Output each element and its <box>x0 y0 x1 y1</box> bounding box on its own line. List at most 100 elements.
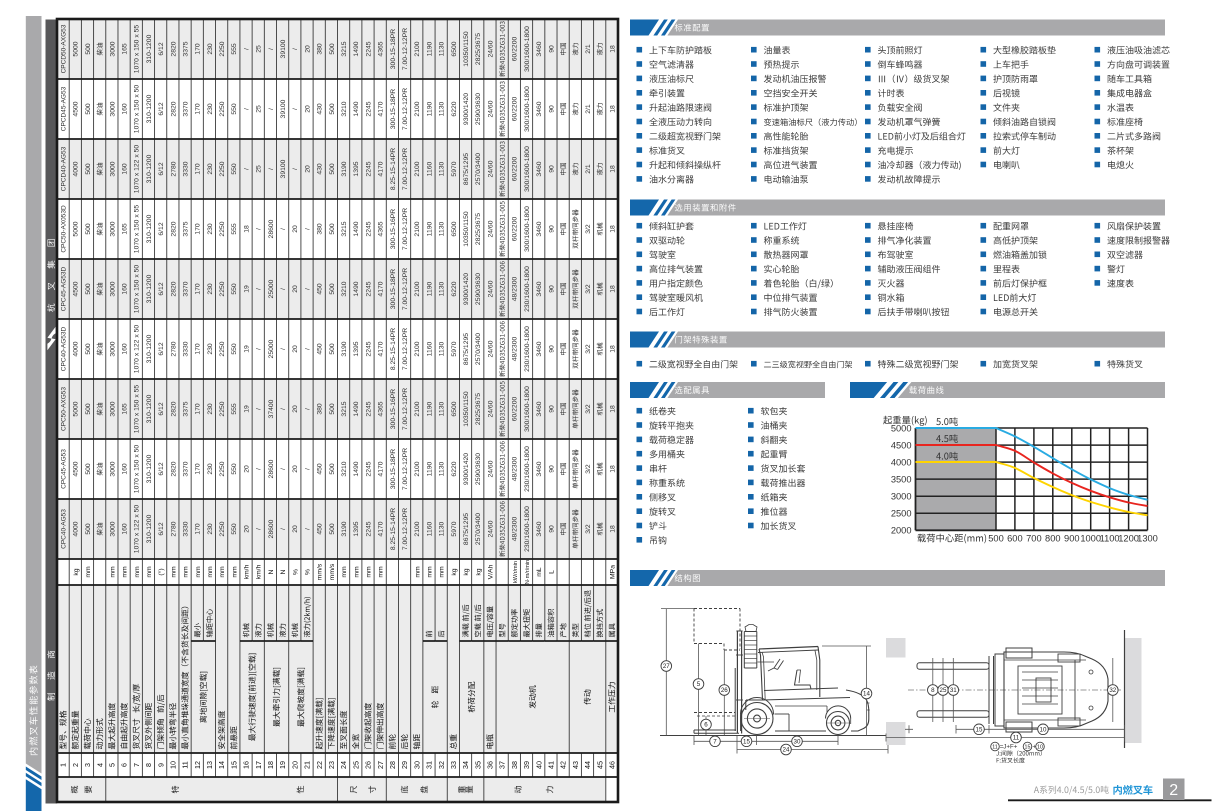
svg-text:170: 170 <box>195 463 202 475</box>
svg-text:500: 500 <box>85 523 92 535</box>
svg-text:9300/1420: 9300/1420 <box>463 273 470 305</box>
svg-text:/: / <box>280 228 287 230</box>
svg-text:mm: mm <box>170 566 177 578</box>
svg-text:28600: 28600 <box>268 219 275 238</box>
svg-text:2: 2 <box>71 763 80 767</box>
svg-text:24/60: 24/60 <box>487 400 494 417</box>
svg-text:2250: 2250 <box>219 221 226 236</box>
svg-text:25000: 25000 <box>268 339 275 358</box>
svg-text:2820: 2820 <box>170 461 177 476</box>
svg-text:39: 39 <box>522 761 531 769</box>
svg-text:3000: 3000 <box>109 41 116 56</box>
svg-text:MPa: MPa <box>609 565 616 579</box>
svg-text:3460: 3460 <box>536 281 543 296</box>
svg-text:310-1200: 310-1200 <box>146 394 153 423</box>
svg-text:1490: 1490 <box>353 461 360 476</box>
svg-text:550: 550 <box>231 343 238 355</box>
svg-text:4000: 4000 <box>73 521 80 536</box>
svg-text:CPCD45-AG53: CPCD45-AG53 <box>60 86 67 131</box>
svg-text:18: 18 <box>609 465 616 473</box>
svg-text:CPC50-AX053D: CPC50-AX053D <box>60 205 67 253</box>
svg-text:17: 17 <box>254 761 263 769</box>
svg-text:37: 37 <box>498 761 507 769</box>
svg-text:1200: 1200 <box>1118 534 1139 544</box>
svg-text:7.00-12-12PR: 7.00-12-12PR <box>402 328 409 370</box>
svg-text:8675/1295: 8675/1295 <box>463 153 470 185</box>
svg-text:7.00-12-12PR: 7.00-12-12PR <box>402 148 409 190</box>
svg-text:310-1200: 310-1200 <box>146 34 153 63</box>
svg-text:14: 14 <box>217 761 226 769</box>
svg-text:48/2300: 48/2300 <box>512 517 519 542</box>
svg-text:24/60: 24/60 <box>487 40 494 57</box>
svg-text:/: / <box>304 408 311 410</box>
svg-text:300/1600-1800: 300/1600-1800 <box>524 386 531 432</box>
svg-text:3000: 3000 <box>109 401 116 416</box>
svg-text:(°): (°) <box>157 568 165 575</box>
svg-text:6500: 6500 <box>451 41 458 56</box>
svg-text:2250: 2250 <box>219 461 226 476</box>
svg-text:3375: 3375 <box>182 41 189 56</box>
svg-text:mm: mm <box>146 566 153 578</box>
svg-text:2100: 2100 <box>414 341 421 356</box>
svg-text:44: 44 <box>583 761 592 769</box>
svg-text:/: / <box>268 108 275 110</box>
svg-text:18: 18 <box>609 105 616 113</box>
svg-text:4170: 4170 <box>378 521 385 536</box>
svg-text:500: 500 <box>988 534 1004 544</box>
svg-text:5000: 5000 <box>73 41 80 56</box>
svg-text:5970: 5970 <box>451 161 458 176</box>
svg-text:26: 26 <box>364 761 373 769</box>
svg-text:3/2: 3/2 <box>585 284 592 294</box>
svg-text:500: 500 <box>329 283 336 295</box>
svg-text:90: 90 <box>548 465 555 473</box>
svg-text:1190: 1190 <box>426 281 433 296</box>
svg-text:1490: 1490 <box>353 221 360 236</box>
svg-text:N·m/r/min: N·m/r/min <box>525 560 531 585</box>
svg-text:25: 25 <box>351 761 360 769</box>
svg-text:2820: 2820 <box>170 101 177 116</box>
svg-text:29: 29 <box>400 761 409 769</box>
svg-text:310-1200: 310-1200 <box>146 454 153 483</box>
svg-text:mm: mm <box>231 566 238 578</box>
svg-text:310-1200: 310-1200 <box>146 154 153 183</box>
svg-text:N: N <box>280 569 287 574</box>
svg-text:8675/1295: 8675/1295 <box>463 513 470 545</box>
svg-text:19: 19 <box>243 345 250 353</box>
svg-text:/: / <box>256 348 263 350</box>
svg-text:2/1: 2/1 <box>585 164 592 174</box>
svg-text:2245: 2245 <box>365 461 372 476</box>
svg-text:kg: kg <box>475 568 482 575</box>
svg-text:11: 11 <box>181 761 190 768</box>
svg-text:90: 90 <box>548 45 555 53</box>
svg-text:/: / <box>292 168 299 170</box>
svg-text:4170: 4170 <box>378 161 385 176</box>
svg-text:32: 32 <box>1109 687 1116 694</box>
svg-text:%: % <box>292 569 299 575</box>
svg-text:500: 500 <box>329 343 336 355</box>
svg-text:450: 450 <box>317 523 324 535</box>
svg-text:4000: 4000 <box>73 341 80 356</box>
svg-text:27: 27 <box>376 761 385 769</box>
svg-text:3210: 3210 <box>341 461 348 476</box>
svg-text:1130: 1130 <box>439 461 446 476</box>
svg-text:1130: 1130 <box>439 521 446 536</box>
svg-text:1190: 1190 <box>426 101 433 116</box>
svg-text:170: 170 <box>195 43 202 55</box>
svg-text:/: / <box>256 528 263 530</box>
svg-text:170: 170 <box>195 223 202 235</box>
svg-text:25: 25 <box>256 105 263 113</box>
svg-text:90: 90 <box>548 525 555 533</box>
svg-text:160: 160 <box>121 523 128 535</box>
svg-text:9300/1420: 9300/1420 <box>463 93 470 125</box>
svg-text:170: 170 <box>195 343 202 355</box>
svg-text:310-1200: 310-1200 <box>146 514 153 543</box>
svg-text:5970: 5970 <box>451 341 458 356</box>
svg-text:CPC40-AG53D: CPC40-AG53D <box>60 326 67 371</box>
svg-text:60/2200: 60/2200 <box>512 157 519 182</box>
svg-text:500: 500 <box>85 103 92 115</box>
svg-text:555: 555 <box>231 43 238 55</box>
svg-text:11: 11 <box>992 745 998 751</box>
svg-text:2250: 2250 <box>219 521 226 536</box>
svg-text:3210: 3210 <box>341 101 348 116</box>
svg-text:18: 18 <box>609 345 616 353</box>
